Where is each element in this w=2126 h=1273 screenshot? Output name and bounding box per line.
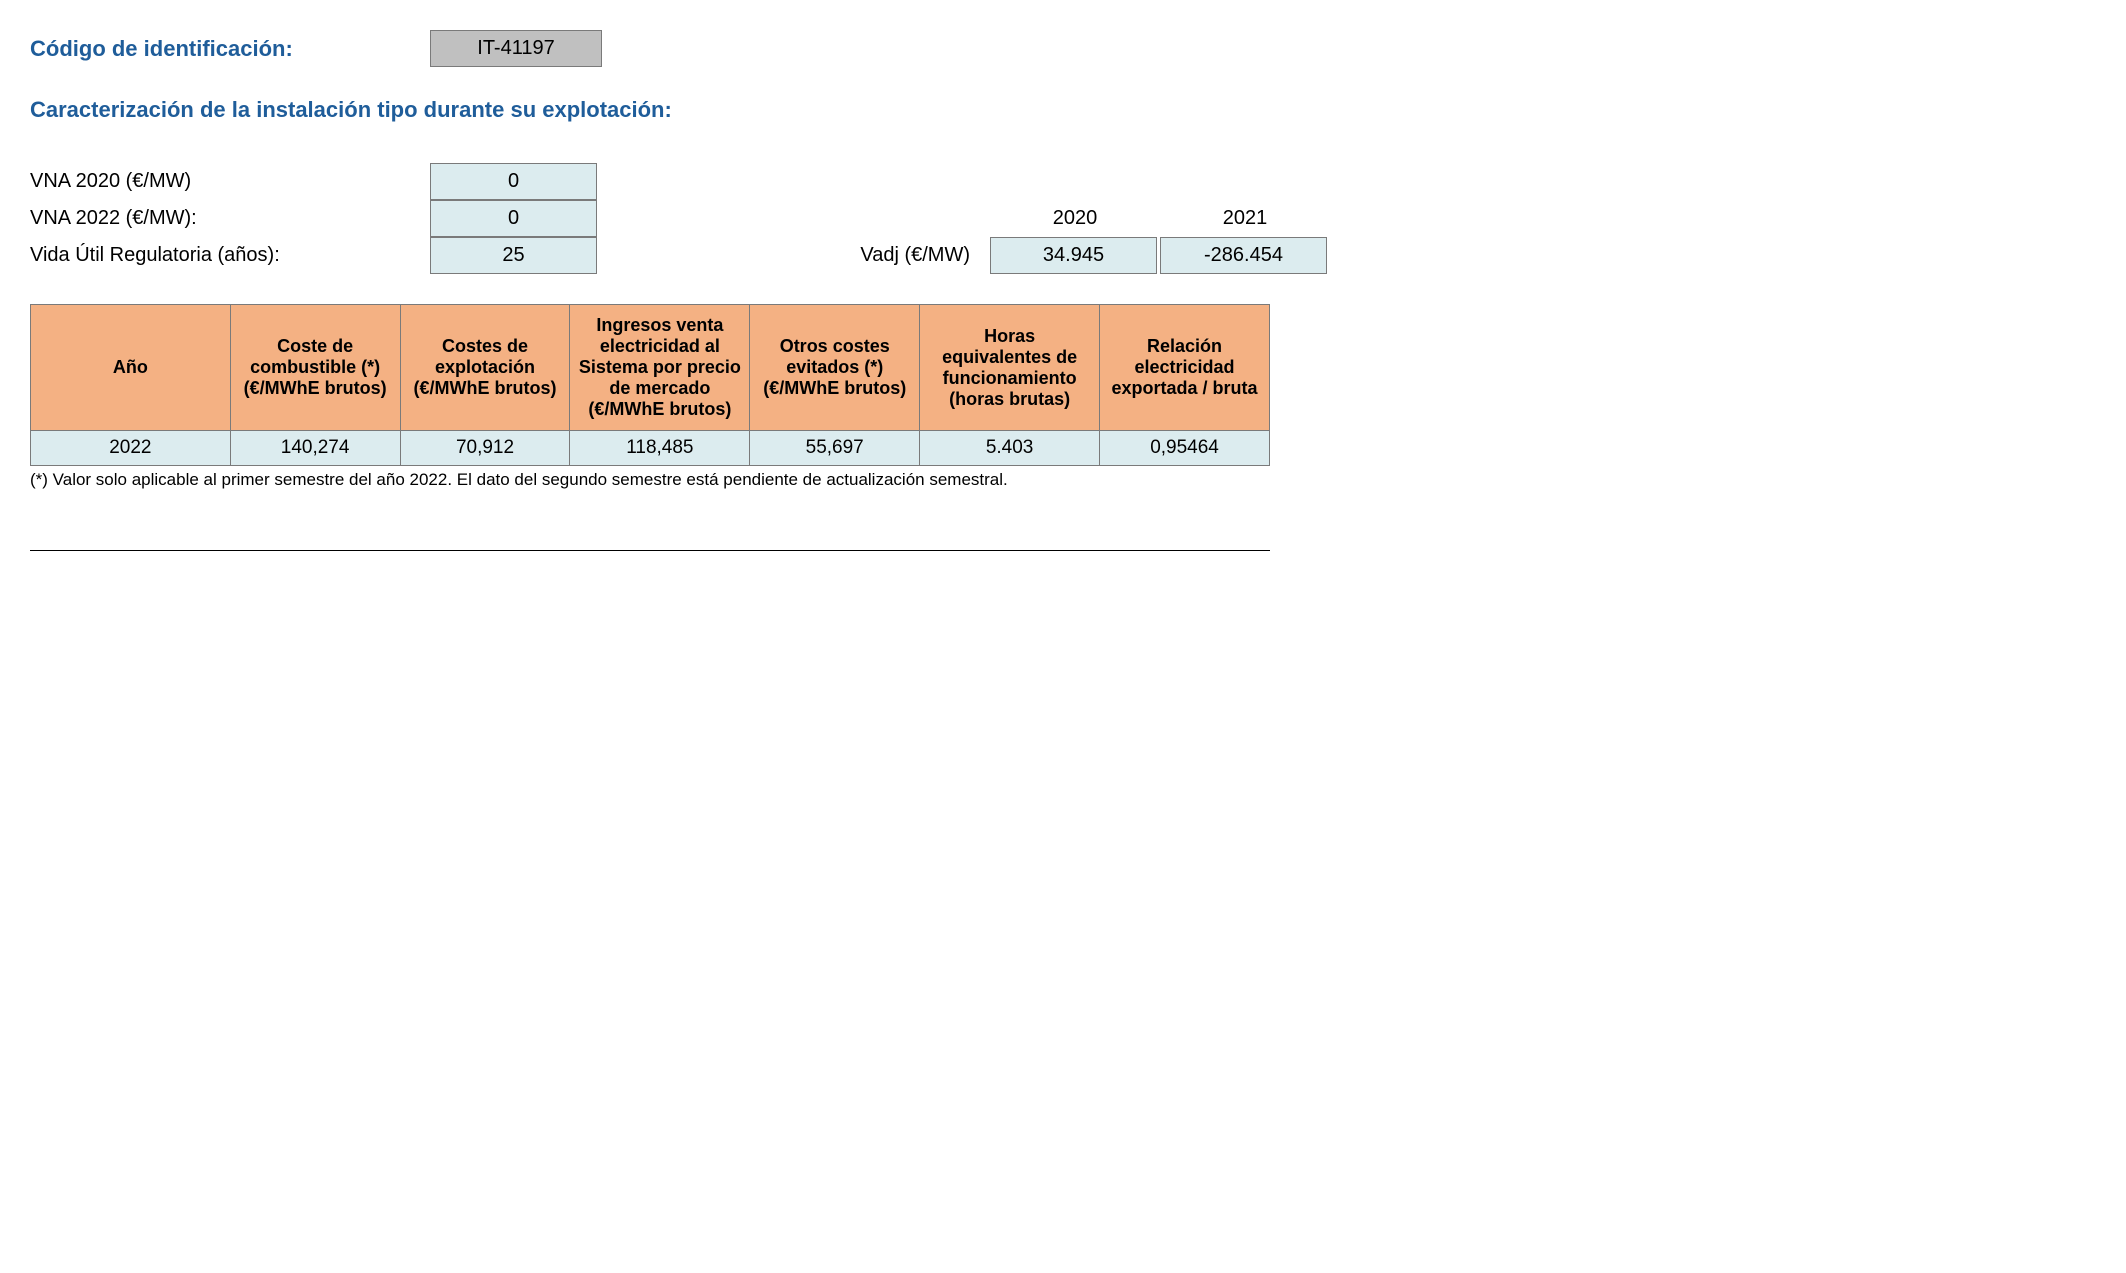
vadj-label: Vadj (€/MW) xyxy=(820,238,990,273)
footnote: (*) Valor solo aplicable al primer semes… xyxy=(30,470,2096,490)
params-grid: VNA 2020 (€/MW) 0 VNA 2022 (€/MW): 0 202… xyxy=(30,163,2096,274)
vadj-2021: -286.454 xyxy=(1160,237,1327,274)
table-cell: 2022 xyxy=(31,431,231,466)
vna2020-value: 0 xyxy=(430,163,597,200)
table-cell: 5.403 xyxy=(920,431,1100,466)
table-col-2: Costes de explotación (€/MWhE brutos) xyxy=(400,305,570,431)
vna2022-value: 0 xyxy=(430,200,597,237)
table-cell: 70,912 xyxy=(400,431,570,466)
table-row: 2022140,27470,912118,48555,6975.4030,954… xyxy=(31,431,1270,466)
section-title: Caracterización de la instalación tipo d… xyxy=(30,97,2096,123)
table-body: 2022140,27470,912118,48555,6975.4030,954… xyxy=(31,431,1270,466)
vna2020-label: VNA 2020 (€/MW) xyxy=(30,164,430,199)
year-header-2020: 2020 xyxy=(990,201,1160,236)
table-col-6: Relación electricidad exportada / bruta xyxy=(1100,305,1270,431)
table-col-4: Otros costes evitados (*) (€/MWhE brutos… xyxy=(750,305,920,431)
table-cell: 118,485 xyxy=(570,431,750,466)
table-cell: 55,697 xyxy=(750,431,920,466)
table-header-row: AñoCoste de combustible (*) (€/MWhE brut… xyxy=(31,305,1270,431)
code-label: Código de identificación: xyxy=(30,36,430,62)
code-row: Código de identificación: IT-41197 xyxy=(30,30,2096,67)
table-col-1: Coste de combustible (*) (€/MWhE brutos) xyxy=(230,305,400,431)
table-cell: 0,95464 xyxy=(1100,431,1270,466)
table-cell: 140,274 xyxy=(230,431,400,466)
main-table: AñoCoste de combustible (*) (€/MWhE brut… xyxy=(30,304,1270,466)
table-col-3: Ingresos venta electricidad al Sistema p… xyxy=(570,305,750,431)
vida-label: Vida Útil Regulatoria (años): xyxy=(30,238,430,273)
vna2022-label: VNA 2022 (€/MW): xyxy=(30,201,430,236)
year-header-2021: 2021 xyxy=(1160,201,1330,236)
vadj-2020: 34.945 xyxy=(990,237,1157,274)
table-col-5: Horas equivalentes de funcionamiento (ho… xyxy=(920,305,1100,431)
table-col-0: Año xyxy=(31,305,231,431)
separator-line xyxy=(30,550,1270,551)
vida-value: 25 xyxy=(430,237,597,274)
code-value-box: IT-41197 xyxy=(430,30,602,67)
